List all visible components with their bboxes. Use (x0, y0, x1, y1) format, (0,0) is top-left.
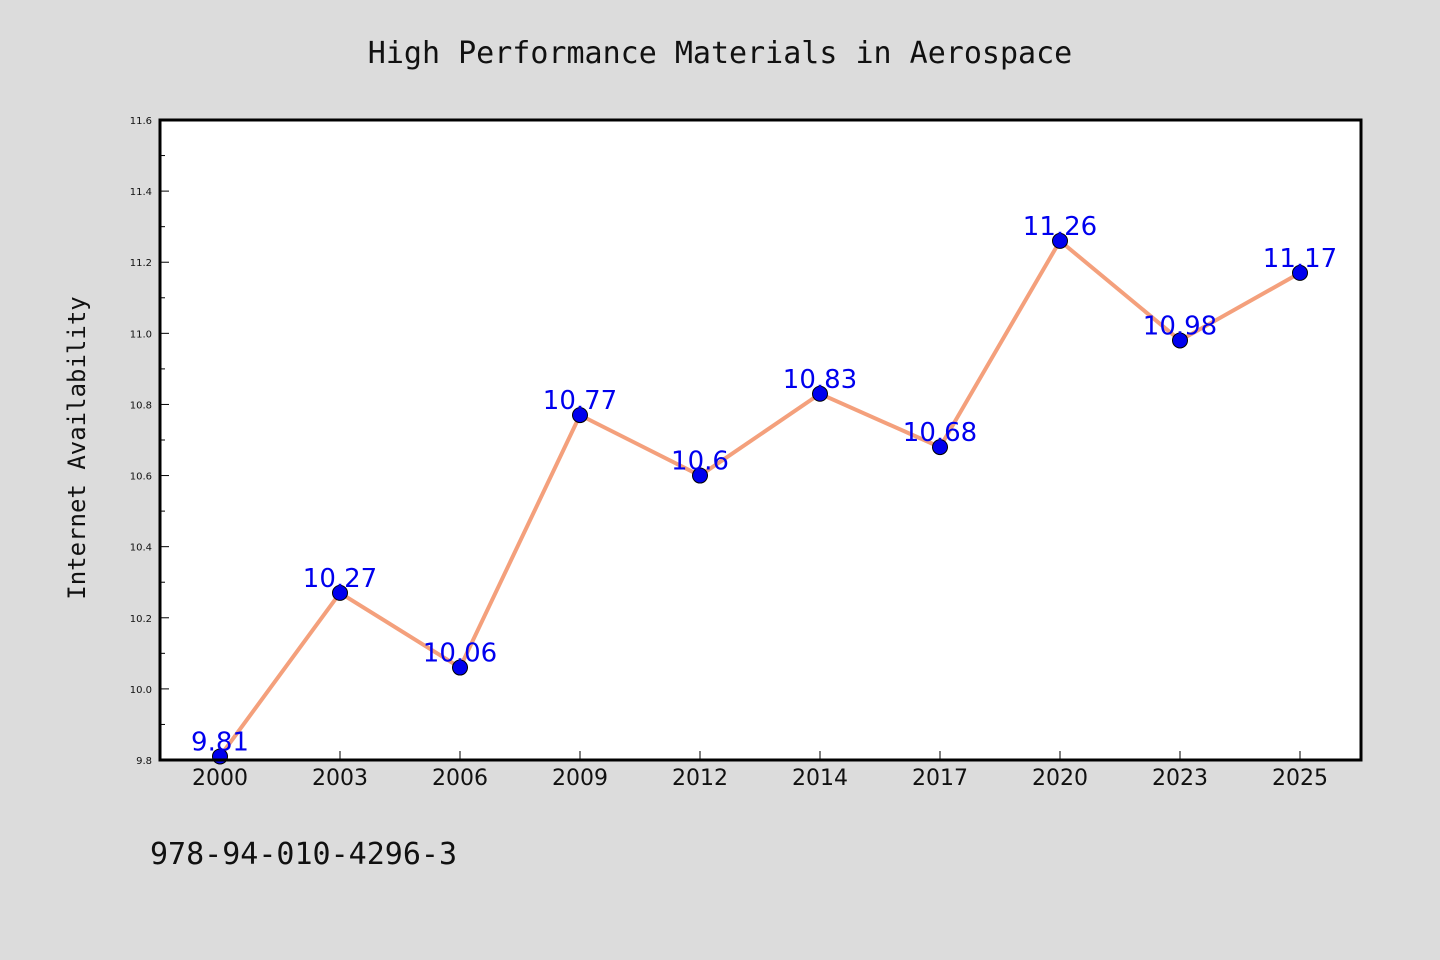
data-label: 9.81 (191, 727, 249, 757)
data-point (932, 439, 948, 456)
y-tick-label: 11.0 (130, 329, 152, 340)
data-point (332, 584, 348, 601)
data-point (1172, 332, 1188, 349)
y-tick-label: 11.2 (130, 258, 152, 269)
data-label: 10.6 (671, 447, 729, 477)
x-tick-label: 2017 (912, 766, 968, 791)
x-tick-label: 2023 (1152, 766, 1208, 791)
y-tick-label: 10.0 (130, 685, 152, 696)
x-tick-label: 2014 (792, 766, 848, 791)
y-axis-label: Internet Availability (63, 296, 91, 599)
data-point (812, 385, 828, 402)
x-tick-label: 2009 (552, 766, 608, 791)
y-tick-label: 10.2 (130, 614, 152, 625)
data-point (692, 467, 708, 484)
x-tick-label: 2012 (672, 766, 728, 791)
plot-area (160, 120, 1361, 760)
chart-title: High Performance Materials in Aerospace (368, 36, 1072, 71)
data-point (1292, 264, 1308, 281)
data-point (572, 407, 588, 424)
x-tick-label: 2003 (312, 766, 368, 791)
x-tick-label: 2025 (1272, 766, 1328, 791)
y-tick-label: 10.8 (130, 400, 152, 411)
x-tick-label: 2000 (192, 766, 248, 791)
data-label: 11.17 (1263, 244, 1337, 274)
data-label: 10.06 (423, 639, 497, 669)
data-label: 10.68 (903, 418, 977, 448)
footer-code: 978-94-010-4296-3 (150, 837, 457, 872)
data-point (452, 659, 468, 676)
y-tick-label: 10.4 (130, 543, 152, 554)
y-tick-label: 11.4 (130, 187, 152, 198)
data-label: 10.77 (543, 386, 617, 416)
x-tick-label: 2006 (432, 766, 488, 791)
y-tick-label: 9.8 (136, 756, 152, 767)
plot-frame (158, 118, 1363, 762)
y-tick-label: 10.6 (130, 472, 152, 483)
data-point (1052, 232, 1068, 249)
x-tick-label: 2020 (1032, 766, 1088, 791)
series-line (218, 238, 1301, 758)
data-label: 10.83 (783, 365, 857, 395)
y-tick-label: 11.6 (130, 116, 152, 127)
data-label: 10.27 (303, 564, 377, 594)
data-label: 11.26 (1023, 212, 1097, 242)
data-label: 10.98 (1143, 311, 1217, 341)
